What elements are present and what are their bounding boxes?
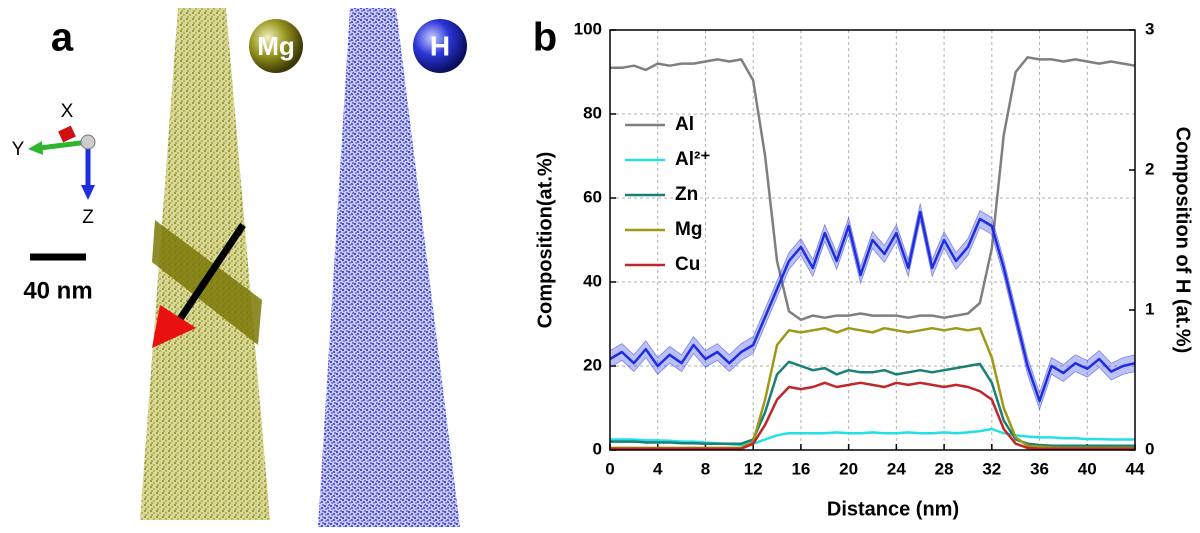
axis-y bbox=[39, 139, 89, 151]
atom-label: H bbox=[430, 30, 450, 61]
y2-tick-label: 2 bbox=[1145, 159, 1154, 178]
axis-name: Y bbox=[12, 139, 25, 160]
x-tick-label: 24 bbox=[887, 459, 906, 478]
series-line bbox=[609, 210, 1136, 403]
x-tick-label: 4 bbox=[653, 459, 663, 478]
panel-label: b bbox=[533, 16, 557, 60]
x-tick-label: 32 bbox=[982, 459, 1001, 478]
x-tick-label: 36 bbox=[1030, 459, 1049, 478]
legend-label: Al bbox=[675, 114, 694, 135]
y-tick-label: 0 bbox=[593, 439, 602, 458]
x-tick-label: 44 bbox=[1126, 459, 1145, 478]
y-axis-label: Composition(at.%) bbox=[534, 152, 556, 329]
legend-label: Cu bbox=[675, 254, 700, 275]
panel-b: b Distance (nm) Composition(at.%) Compos… bbox=[533, 16, 1194, 521]
x-tick-label: 16 bbox=[791, 459, 810, 478]
legend-label: Mg bbox=[675, 219, 702, 240]
y2-axis-label: Composition of H (at.%) bbox=[1172, 127, 1194, 354]
x-tick-label: 12 bbox=[744, 459, 763, 478]
h-reconstruction bbox=[318, 8, 460, 527]
y2-tick-label: 1 bbox=[1145, 299, 1154, 318]
y-tick-label: 60 bbox=[583, 187, 602, 206]
x-tick-label: 0 bbox=[605, 459, 614, 478]
atom-ball bbox=[413, 19, 467, 73]
y-tick-label: 20 bbox=[583, 355, 602, 374]
legend-label: Zn bbox=[675, 184, 698, 205]
arrow-head bbox=[152, 305, 196, 348]
x-axis-label: Distance (nm) bbox=[827, 498, 959, 520]
panel-a: a Mg H X Y Z 40 nm bbox=[12, 8, 467, 527]
y2-tick-label: 0 bbox=[1145, 439, 1154, 458]
axis-origin bbox=[80, 134, 96, 150]
atom-label: Mg bbox=[257, 31, 295, 61]
panel-label: a bbox=[51, 16, 74, 60]
y-tick-label: 80 bbox=[583, 103, 602, 122]
plot-frame bbox=[609, 29, 1136, 451]
y-tick-label: 100 bbox=[574, 19, 602, 38]
axis-x bbox=[58, 125, 76, 143]
axis-name: X bbox=[61, 101, 74, 122]
arrow-shaft bbox=[175, 223, 246, 324]
series-line bbox=[610, 427, 1135, 447]
x-tick-label: 40 bbox=[1078, 459, 1097, 478]
x-tick-label: 28 bbox=[935, 459, 954, 478]
y-tick-label: 40 bbox=[583, 271, 602, 290]
x-tick-label: 20 bbox=[839, 459, 858, 478]
series-line bbox=[610, 56, 1136, 322]
axis-y-head bbox=[28, 141, 43, 155]
legend-label: Al²⁺ bbox=[675, 149, 710, 170]
y2-tick-label: 3 bbox=[1145, 19, 1154, 38]
scale-label: 40 nm bbox=[23, 277, 92, 304]
series-line bbox=[610, 381, 1135, 450]
x-tick-label: 8 bbox=[701, 459, 710, 478]
atom-ball bbox=[249, 19, 303, 73]
axis-name: Z bbox=[82, 207, 94, 228]
series-line bbox=[610, 360, 1135, 448]
axis-z-head bbox=[81, 185, 95, 200]
